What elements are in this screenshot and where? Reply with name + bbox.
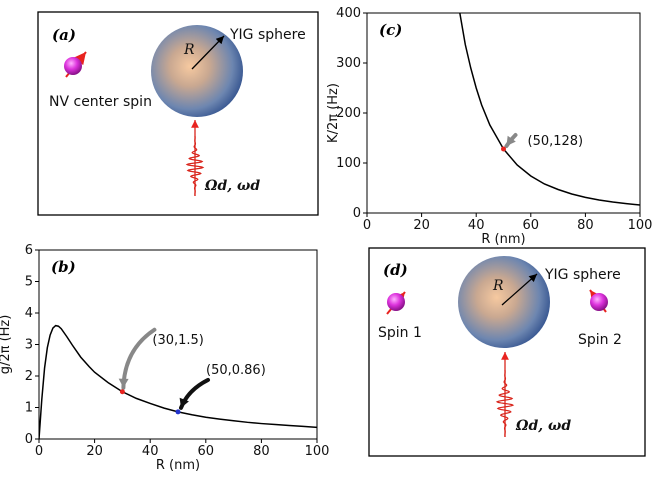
panel-label: (b): [51, 258, 76, 276]
series-line: [39, 324, 317, 439]
spin-1: [386, 291, 406, 315]
data-point-marker: [175, 409, 181, 415]
y-tick-label: 200: [336, 106, 361, 121]
y-tick-label: 6: [25, 243, 33, 258]
y-tick-label: 2: [25, 369, 33, 384]
annotation-arrowhead: [179, 397, 189, 408]
yig-label-d: YIG sphere: [544, 267, 621, 283]
drive-label-d: Ωd, ωd: [515, 418, 571, 434]
x-tick-label: 80: [577, 218, 594, 233]
y-axis-label: g/2π (Hz): [0, 315, 13, 375]
data-point-marker: [119, 389, 125, 395]
x-tick-label: 0: [35, 444, 43, 459]
data-point-label: (30,1.5): [152, 333, 204, 348]
y-tick-label: 300: [336, 56, 361, 71]
radius-arrow-d: [501, 273, 538, 306]
y-tick-label: 0: [353, 206, 361, 221]
panel-d-label: (d): [383, 261, 408, 279]
data-point-marker: [501, 146, 506, 152]
x-tick-label: 60: [198, 444, 215, 459]
chart-c: 0 20 40 60 80 100 0 100 200 300 400 R (nm) K/2π (Hz)…: [326, 6, 652, 247]
x-tick-label: 20: [413, 218, 430, 233]
spin-2: [589, 289, 608, 313]
spin-1-label: Spin 1: [378, 325, 422, 341]
y-axis-label: K/2π (Hz): [326, 83, 341, 143]
chart-b: 0 20 40 60 80 100 0 1 2 3 4 5 6 R (nm) g/2π (Hz) (b) (30…: [0, 243, 329, 473]
x-tick-label: 100: [628, 218, 652, 233]
radius-arrow-a: [191, 35, 225, 70]
y-tick-label: 3: [25, 338, 33, 353]
x-tick-label: 0: [363, 218, 371, 233]
plot-frame: [366, 12, 641, 214]
x-tick-label: 80: [253, 444, 270, 459]
x-tick-label: 60: [523, 218, 540, 233]
yig-sphere-a: [151, 25, 243, 117]
x-tick-label: 40: [142, 444, 159, 459]
series-line: [459, 13, 640, 206]
drive-label-a: Ωd, ωd: [204, 178, 260, 194]
x-tick-label: 40: [468, 218, 485, 233]
y-tick-label: 5: [25, 275, 33, 290]
nv-spin-label: NV center spin: [49, 94, 152, 110]
annotation-arrowhead: [118, 378, 129, 388]
y-tick-label: 100: [336, 156, 361, 171]
x-axis-label: R (nm): [481, 232, 525, 247]
data-point-label: (50,0.86): [206, 363, 266, 378]
radius-label-d: R: [492, 278, 504, 294]
data-point-label: (50,128): [528, 134, 584, 149]
drive-pulse-a: [185, 135, 205, 197]
yig-sphere-d: [458, 256, 550, 348]
annotation-arrowhead: [506, 135, 516, 146]
x-axis-label: R (nm): [156, 458, 200, 473]
yig-label-a: YIG sphere: [229, 27, 306, 43]
y-tick-label: 4: [25, 306, 33, 321]
panel-label: (c): [379, 21, 402, 39]
y-tick-label: 0: [25, 432, 33, 447]
y-tick-label: 1: [25, 401, 33, 416]
drive-pulse-d: [495, 369, 515, 438]
panel-d: (d) R YIG sphere Spin 1 Spin 2 Ωd, ωd: [368, 247, 646, 457]
nv-spin: [64, 51, 87, 78]
radius-label-a: R: [183, 42, 195, 58]
panel-a: (a) R YIG sphere NV center spin Ωd, ωd: [37, 11, 319, 216]
spin-2-label: Spin 2: [578, 332, 622, 348]
y-tick-label: 400: [336, 6, 361, 21]
x-tick-label: 20: [86, 444, 103, 459]
panel-a-label: (a): [52, 26, 76, 44]
x-tick-label: 100: [305, 444, 330, 459]
